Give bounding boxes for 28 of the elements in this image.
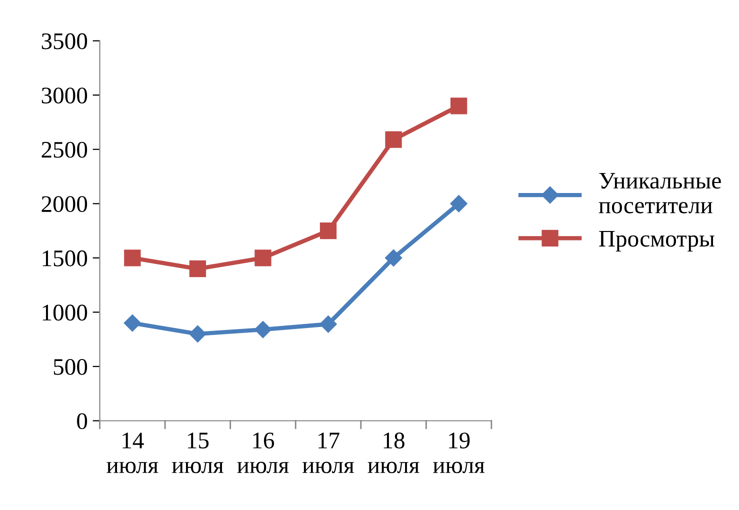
x-tick-label: 14 июля (106, 432, 158, 474)
y-tick-label: 0 (77, 413, 88, 430)
x-tick-label: 19 июля (433, 432, 485, 474)
point (189, 325, 206, 342)
point (124, 250, 141, 266)
point (320, 316, 337, 333)
legend-label: Уникальные посетители (598, 172, 721, 214)
point (124, 314, 141, 332)
x-tick-label: 17 июля (302, 432, 354, 474)
point (450, 98, 468, 114)
legend-label: Просмотры (599, 231, 714, 252)
point (384, 249, 402, 266)
y-tick-label: 1000 (42, 304, 88, 321)
y-tick-label: 3000 (42, 88, 88, 104)
y-tick-label: 1500 (42, 250, 88, 266)
y-tick-label: 500 (54, 358, 88, 375)
point (450, 195, 468, 212)
y-tick-label: 3500 (42, 33, 88, 50)
point (254, 250, 272, 266)
point (385, 131, 402, 148)
point (254, 321, 272, 338)
x-tick-label: 16 июля (237, 432, 289, 474)
y-tick-label: 2500 (42, 142, 88, 158)
point (189, 260, 206, 278)
point (320, 222, 337, 240)
y-tick-label: 2000 (42, 196, 88, 212)
x-tick-label: 15 июля (172, 432, 224, 474)
x-tick-label: 18 июля (368, 432, 420, 474)
